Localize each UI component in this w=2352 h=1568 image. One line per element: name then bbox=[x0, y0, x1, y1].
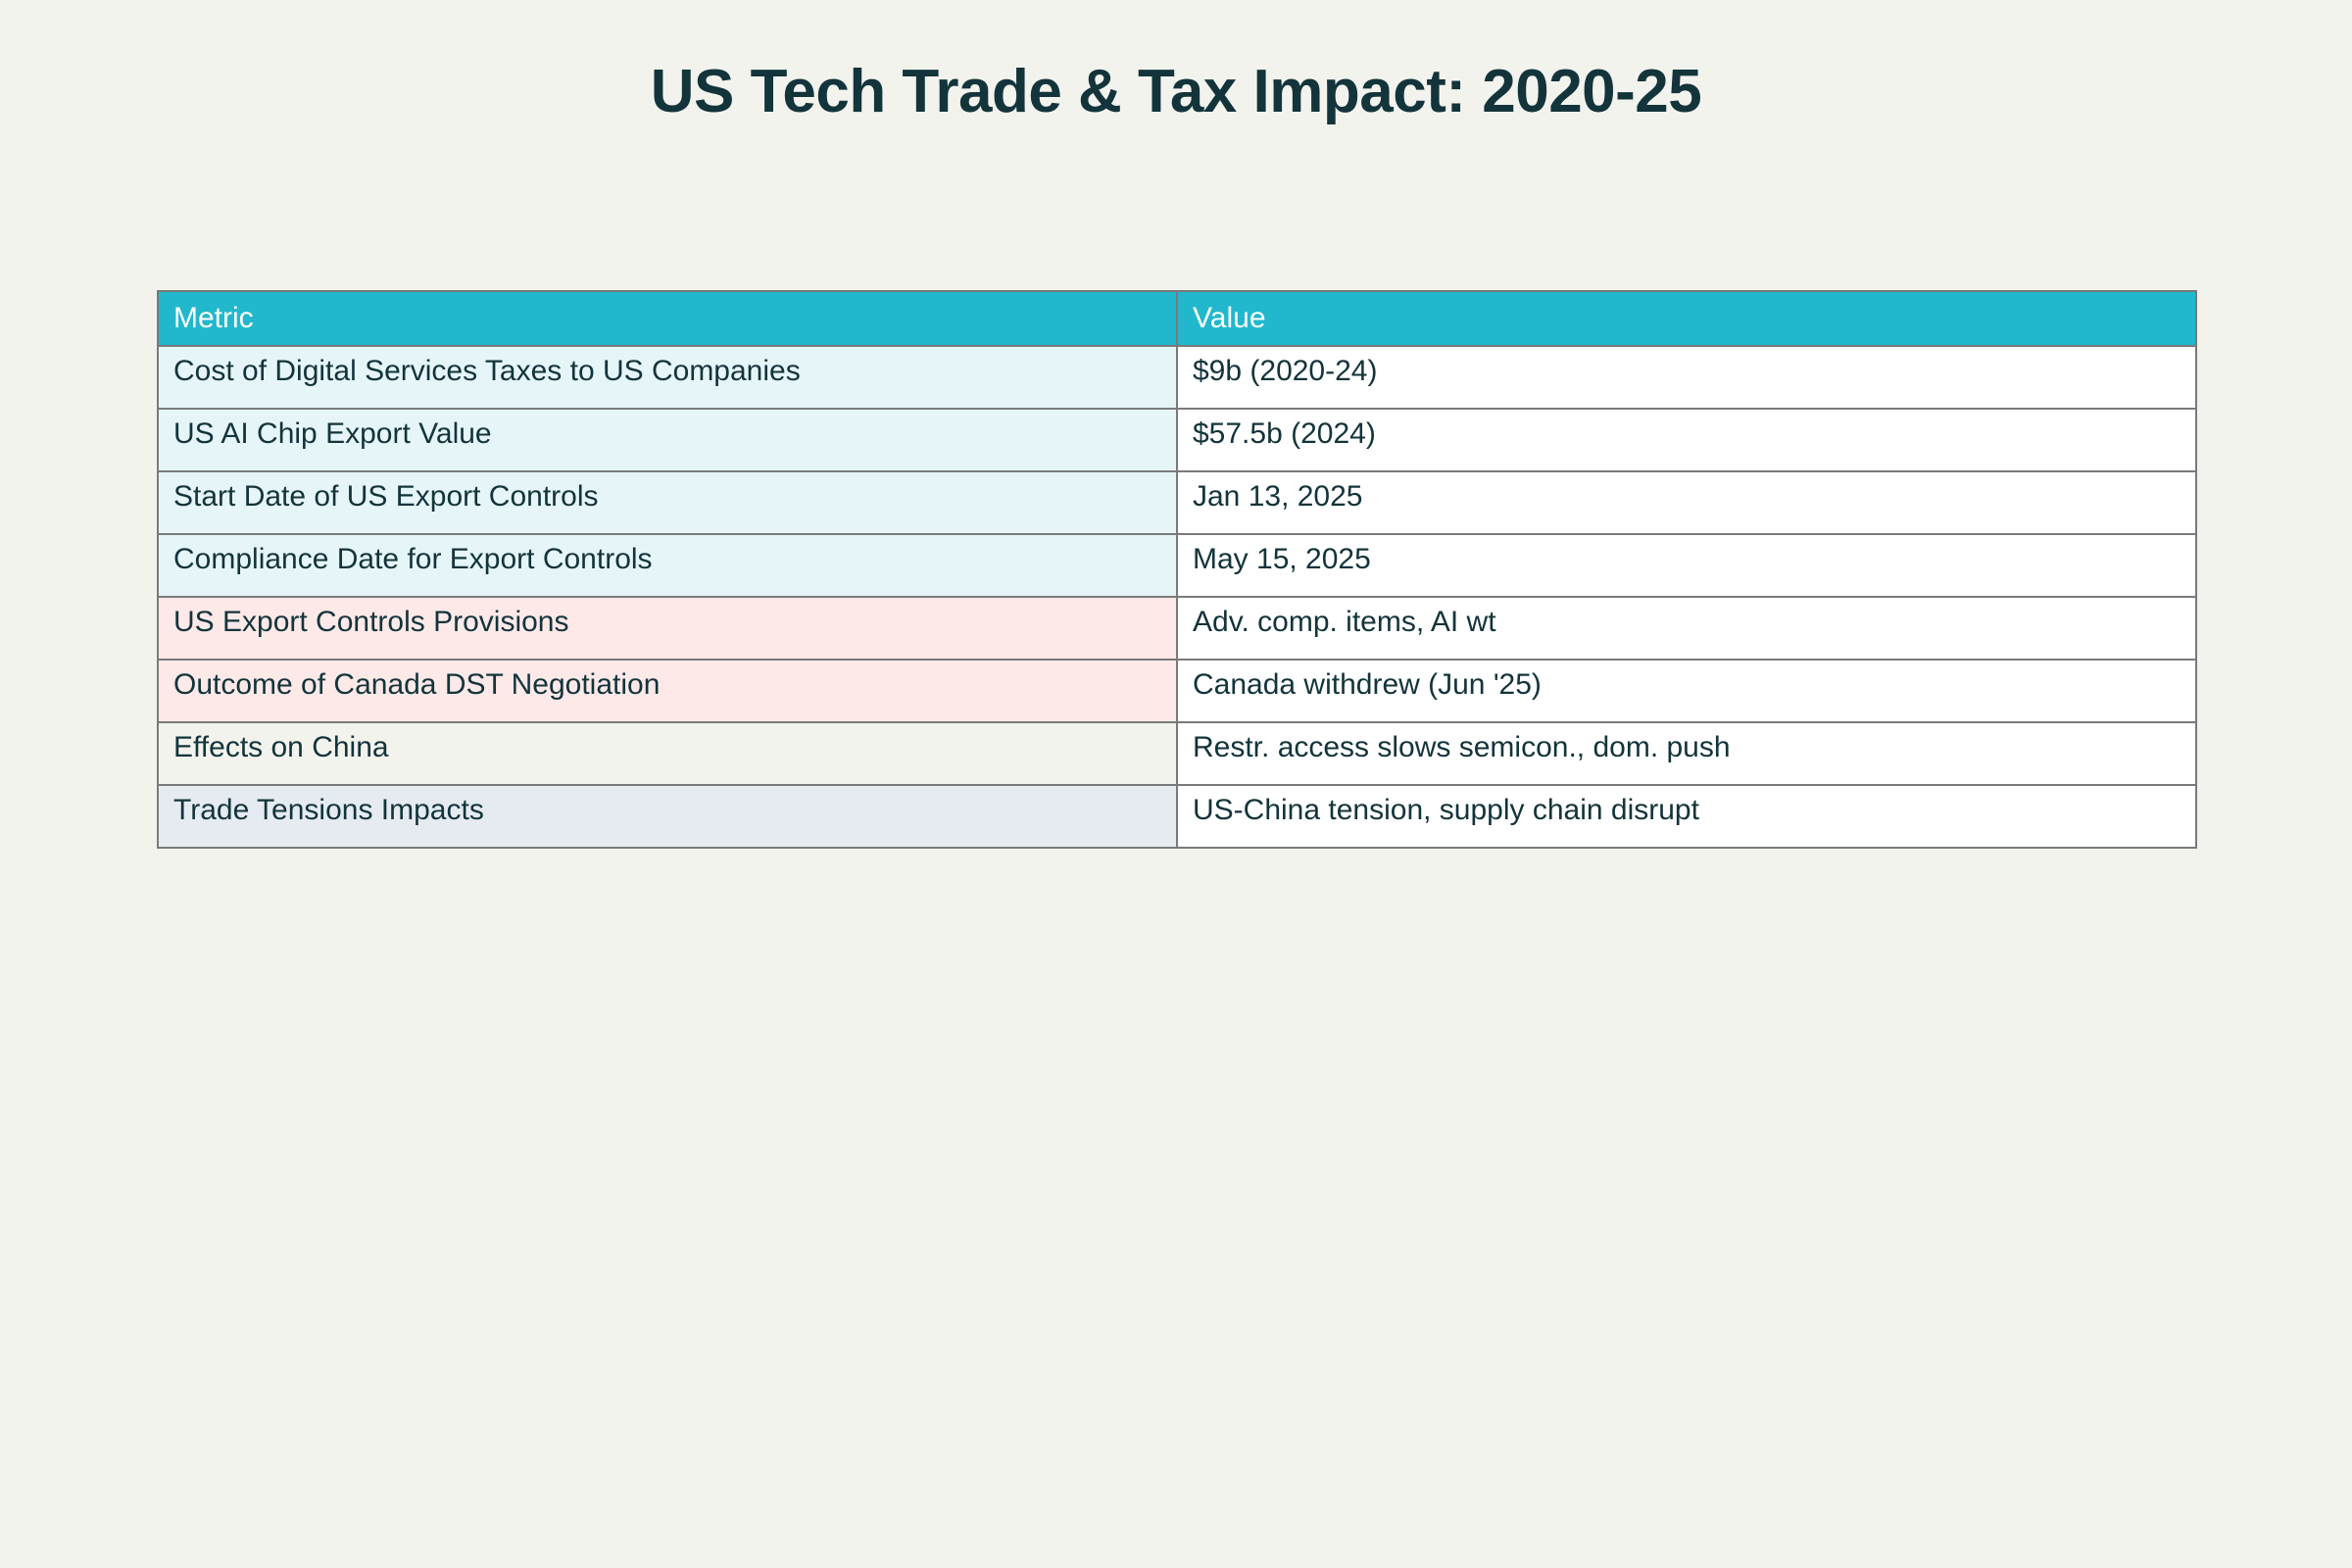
table-row: Cost of Digital Services Taxes to US Com… bbox=[157, 345, 2197, 410]
data-table: Metric Value Cost of Digital Services Ta… bbox=[157, 290, 2197, 849]
value-cell: Restr. access slows semicon., dom. push bbox=[1176, 721, 2197, 786]
value-cell: Jan 13, 2025 bbox=[1176, 470, 2197, 535]
table-row: US AI Chip Export Value $57.5b (2024) bbox=[157, 408, 2197, 472]
metric-cell: Outcome of Canada DST Negotiation bbox=[157, 659, 1178, 723]
metric-cell: Trade Tensions Impacts bbox=[157, 784, 1178, 849]
table-row: Compliance Date for Export Controls May … bbox=[157, 533, 2197, 598]
metric-cell: Effects on China bbox=[157, 721, 1178, 786]
table-row: Outcome of Canada DST Negotiation Canada… bbox=[157, 659, 2197, 723]
page-title: US Tech Trade & Tax Impact: 2020-25 bbox=[650, 58, 1702, 125]
value-cell: $57.5b (2024) bbox=[1176, 408, 2197, 472]
table-header-row: Metric Value bbox=[157, 290, 2197, 347]
metric-cell: Start Date of US Export Controls bbox=[157, 470, 1178, 535]
value-cell: US-China tension, supply chain disrupt bbox=[1176, 784, 2197, 849]
metric-cell: Compliance Date for Export Controls bbox=[157, 533, 1178, 598]
value-cell: Canada withdrew (Jun '25) bbox=[1176, 659, 2197, 723]
table-row: Start Date of US Export Controls Jan 13,… bbox=[157, 470, 2197, 535]
metric-cell: US AI Chip Export Value bbox=[157, 408, 1178, 472]
metric-cell: Cost of Digital Services Taxes to US Com… bbox=[157, 345, 1178, 410]
column-header-metric: Metric bbox=[157, 290, 1178, 347]
table-body: Cost of Digital Services Taxes to US Com… bbox=[157, 345, 2197, 849]
table-header: Metric Value bbox=[157, 290, 2197, 347]
table-row: US Export Controls Provisions Adv. comp.… bbox=[157, 596, 2197, 661]
column-header-value: Value bbox=[1176, 290, 2197, 347]
value-cell: May 15, 2025 bbox=[1176, 533, 2197, 598]
metric-cell: US Export Controls Provisions bbox=[157, 596, 1178, 661]
table-row: Effects on China Restr. access slows sem… bbox=[157, 721, 2197, 786]
value-cell: Adv. comp. items, AI wt bbox=[1176, 596, 2197, 661]
table-row: Trade Tensions Impacts US-China tension,… bbox=[157, 784, 2197, 849]
value-cell: $9b (2020-24) bbox=[1176, 345, 2197, 410]
